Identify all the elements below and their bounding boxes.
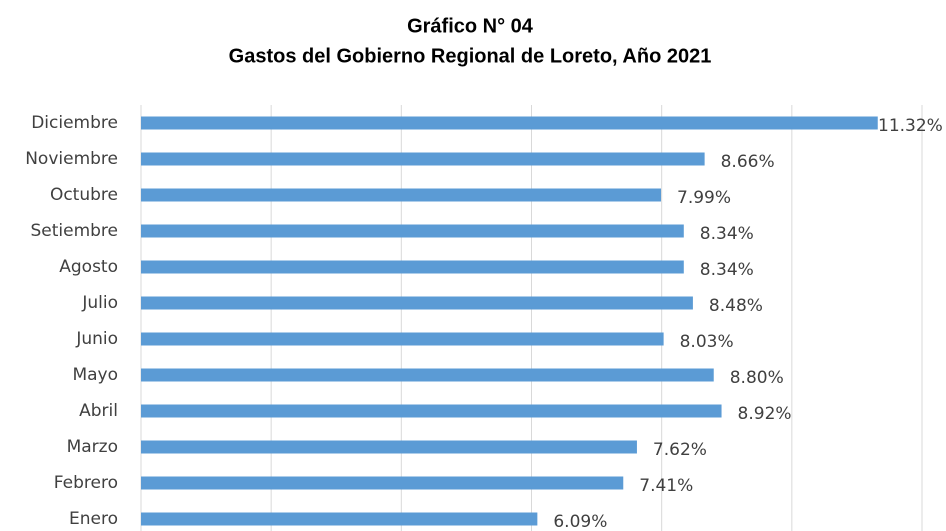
- data-label: 8.80%: [730, 368, 784, 388]
- data-label: 7.62%: [653, 440, 707, 460]
- chart-title: Gráfico N° 04: [407, 15, 534, 37]
- bar: [141, 188, 662, 202]
- y-tick-label: Enero: [69, 509, 118, 529]
- bar: [141, 332, 664, 346]
- bar: [141, 224, 684, 238]
- data-label: 8.66%: [721, 152, 775, 172]
- data-label: 8.48%: [709, 296, 763, 316]
- y-tick-label: Octubre: [50, 185, 118, 205]
- y-tick-label: Febrero: [54, 473, 118, 493]
- bar: [141, 404, 722, 418]
- bar: [141, 152, 705, 166]
- y-tick-label: Abril: [79, 401, 118, 421]
- bar: [141, 512, 538, 526]
- data-label: 7.41%: [639, 476, 693, 496]
- y-tick-label: Julio: [81, 293, 118, 313]
- y-tick-label: Diciembre: [31, 113, 118, 133]
- data-label: 7.99%: [677, 188, 731, 208]
- data-label: 8.34%: [700, 260, 754, 280]
- bar: [141, 260, 684, 274]
- bar: [141, 440, 637, 454]
- data-label: 6.09%: [553, 512, 607, 531]
- y-tick-label: Junio: [75, 329, 118, 349]
- y-tick-label: Marzo: [67, 437, 118, 457]
- bar: [141, 116, 878, 130]
- data-label: 11.32%: [878, 116, 943, 136]
- bar: [141, 368, 714, 382]
- y-tick-label: Setiembre: [30, 221, 118, 241]
- y-tick-label: Agosto: [59, 257, 118, 277]
- chart-subtitle: Gastos del Gobierno Regional de Loreto, …: [229, 45, 712, 67]
- data-label: 8.34%: [700, 224, 754, 244]
- data-label: 8.03%: [680, 332, 734, 352]
- bar: [141, 296, 693, 310]
- y-tick-label: Noviembre: [25, 149, 118, 169]
- data-label: 8.92%: [738, 404, 792, 424]
- bar: [141, 476, 624, 490]
- y-tick-label: Mayo: [72, 365, 118, 385]
